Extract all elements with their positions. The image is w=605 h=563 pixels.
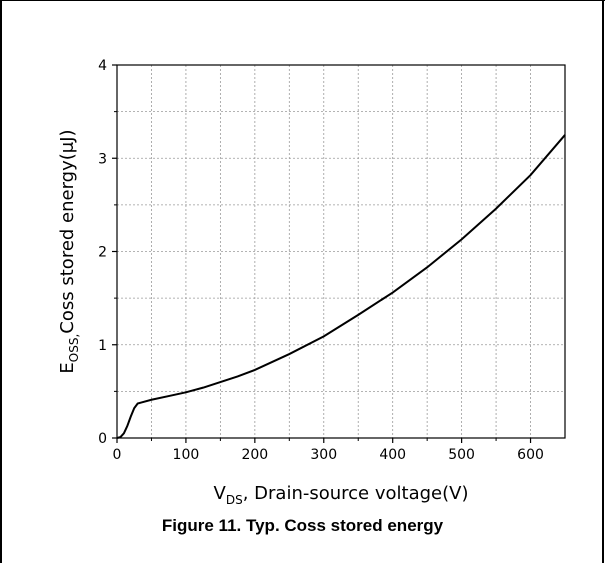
frame-right-border xyxy=(602,0,604,563)
y-axis-subscript: OSS, xyxy=(67,334,81,363)
y-tick-label: 1 xyxy=(98,338,107,354)
x-tick-labels: 0 100 200 300 400 500 600 xyxy=(113,447,544,463)
tick-marks xyxy=(112,64,532,443)
y-axis-symbol: E xyxy=(57,362,78,373)
y-tick-label: 3 xyxy=(98,151,107,167)
frame-top-border xyxy=(0,0,605,1)
x-axis-text: , Drain-source voltage(V) xyxy=(243,483,469,504)
x-tick-label: 500 xyxy=(448,447,475,463)
y-tick-label: 2 xyxy=(98,245,107,261)
x-tick-label: 200 xyxy=(241,447,268,463)
x-tick-label: 300 xyxy=(310,447,337,463)
y-axis-text: Coss stored energy(μJ) xyxy=(57,129,78,333)
frame-left-border xyxy=(0,0,2,563)
x-tick-label: 0 xyxy=(113,447,122,463)
series-line xyxy=(116,134,566,439)
grid-lines xyxy=(117,65,565,438)
y-axis-title: EOSS,Coss stored energy(μJ) xyxy=(57,129,81,373)
x-axis-symbol: V xyxy=(214,483,227,504)
figure-caption: Figure 11. Typ. Coss stored energy xyxy=(161,516,444,535)
x-axis-title: VDS, Drain-source voltage(V) xyxy=(214,483,469,507)
plot-area-border xyxy=(116,64,566,439)
x-tick-label: 400 xyxy=(379,447,406,463)
y-tick-labels: 0 1 2 3 4 xyxy=(98,58,107,447)
x-tick-label: 100 xyxy=(173,447,200,463)
x-tick-label: 600 xyxy=(517,447,544,463)
y-tick-label: 4 xyxy=(98,58,107,74)
x-axis-subscript: DS xyxy=(226,493,243,507)
y-tick-label: 0 xyxy=(98,431,107,447)
coss-energy-chart: 0 100 200 300 400 500 600 0 1 2 3 4 VDS, Drain-sou… xyxy=(57,58,566,507)
